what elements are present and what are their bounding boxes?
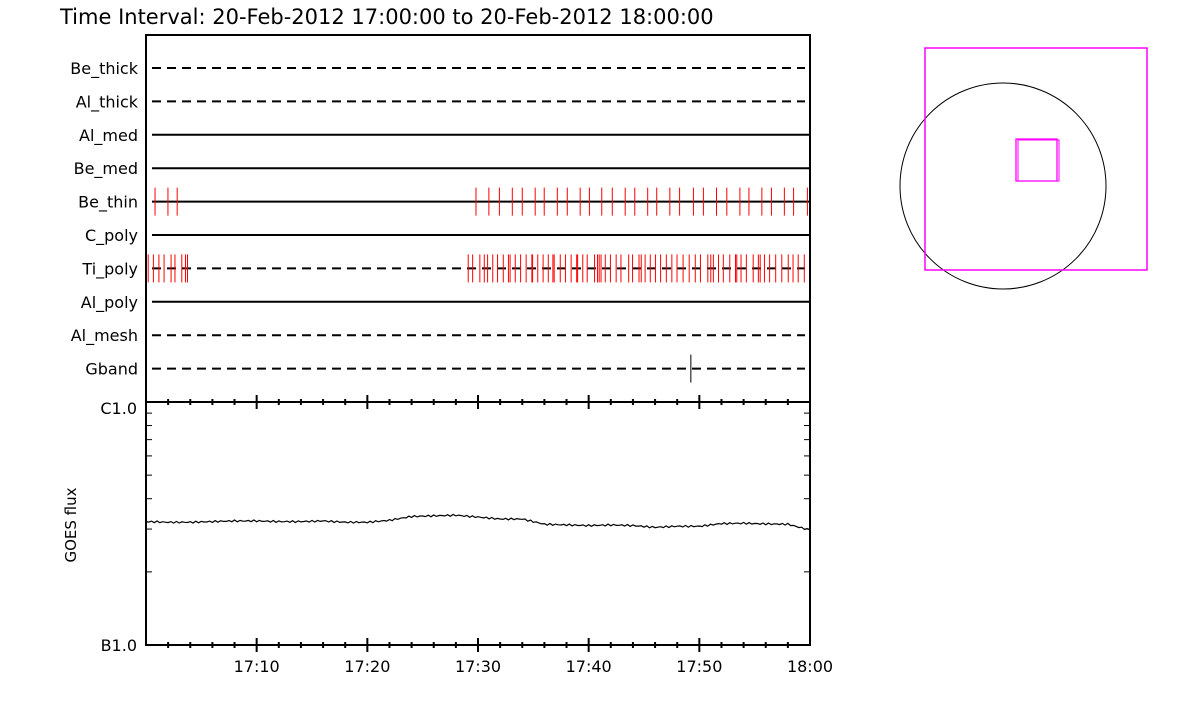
x-tick-label: 17:10 (234, 657, 280, 676)
timeline-frame (145, 34, 811, 403)
channel-label-ti-poly: Ti_poly (81, 259, 138, 279)
x-tick-label: 17:30 (455, 657, 501, 676)
x-tick-label: 18:00 (787, 657, 833, 676)
goes-flux-series (145, 513, 811, 531)
channel-label-be-med: Be_med (74, 159, 138, 179)
fov-box (924, 47, 1148, 271)
y-tick-label-top: C1.0 (100, 399, 137, 418)
event-timeline-panel: Be_thick Al_thick Al_med Be_med Be_thin C_pol… (70, 34, 811, 403)
channel-label-al-med: Al_med (79, 126, 138, 146)
goes-frame (145, 401, 811, 646)
channel-label-be-thick: Be_thick (70, 59, 138, 79)
channel-label-al-mesh: Al_mesh (71, 326, 138, 346)
x-tick-label: 17:50 (676, 657, 722, 676)
y-tick-label-bottom: B1.0 (101, 636, 137, 655)
field-of-view-panel (899, 47, 1148, 290)
target-box-2 (1017, 139, 1060, 182)
target-box (1015, 138, 1058, 182)
solar-disk (899, 82, 1107, 290)
channel-label-al-poly: Al_poly (81, 293, 138, 313)
x-tick-label: 17:20 (344, 657, 390, 676)
channel-label-al-thick: Al_thick (76, 92, 139, 112)
channel-label-be-thin: Be_thin (78, 193, 138, 213)
channel-label-gband: Gband (85, 360, 138, 379)
y-axis-label: GOES flux (62, 487, 80, 562)
goes-flux-panel: GOES flux C1.0 B1.0 17:10 17:20 17:30 17:40… (62, 395, 833, 676)
x-tick-label: 17:40 (566, 657, 612, 676)
chart-title: Time Interval: 20-Feb-2012 17:00:00 to 2… (59, 5, 714, 29)
channel-label-c-poly: C_poly (85, 226, 138, 246)
